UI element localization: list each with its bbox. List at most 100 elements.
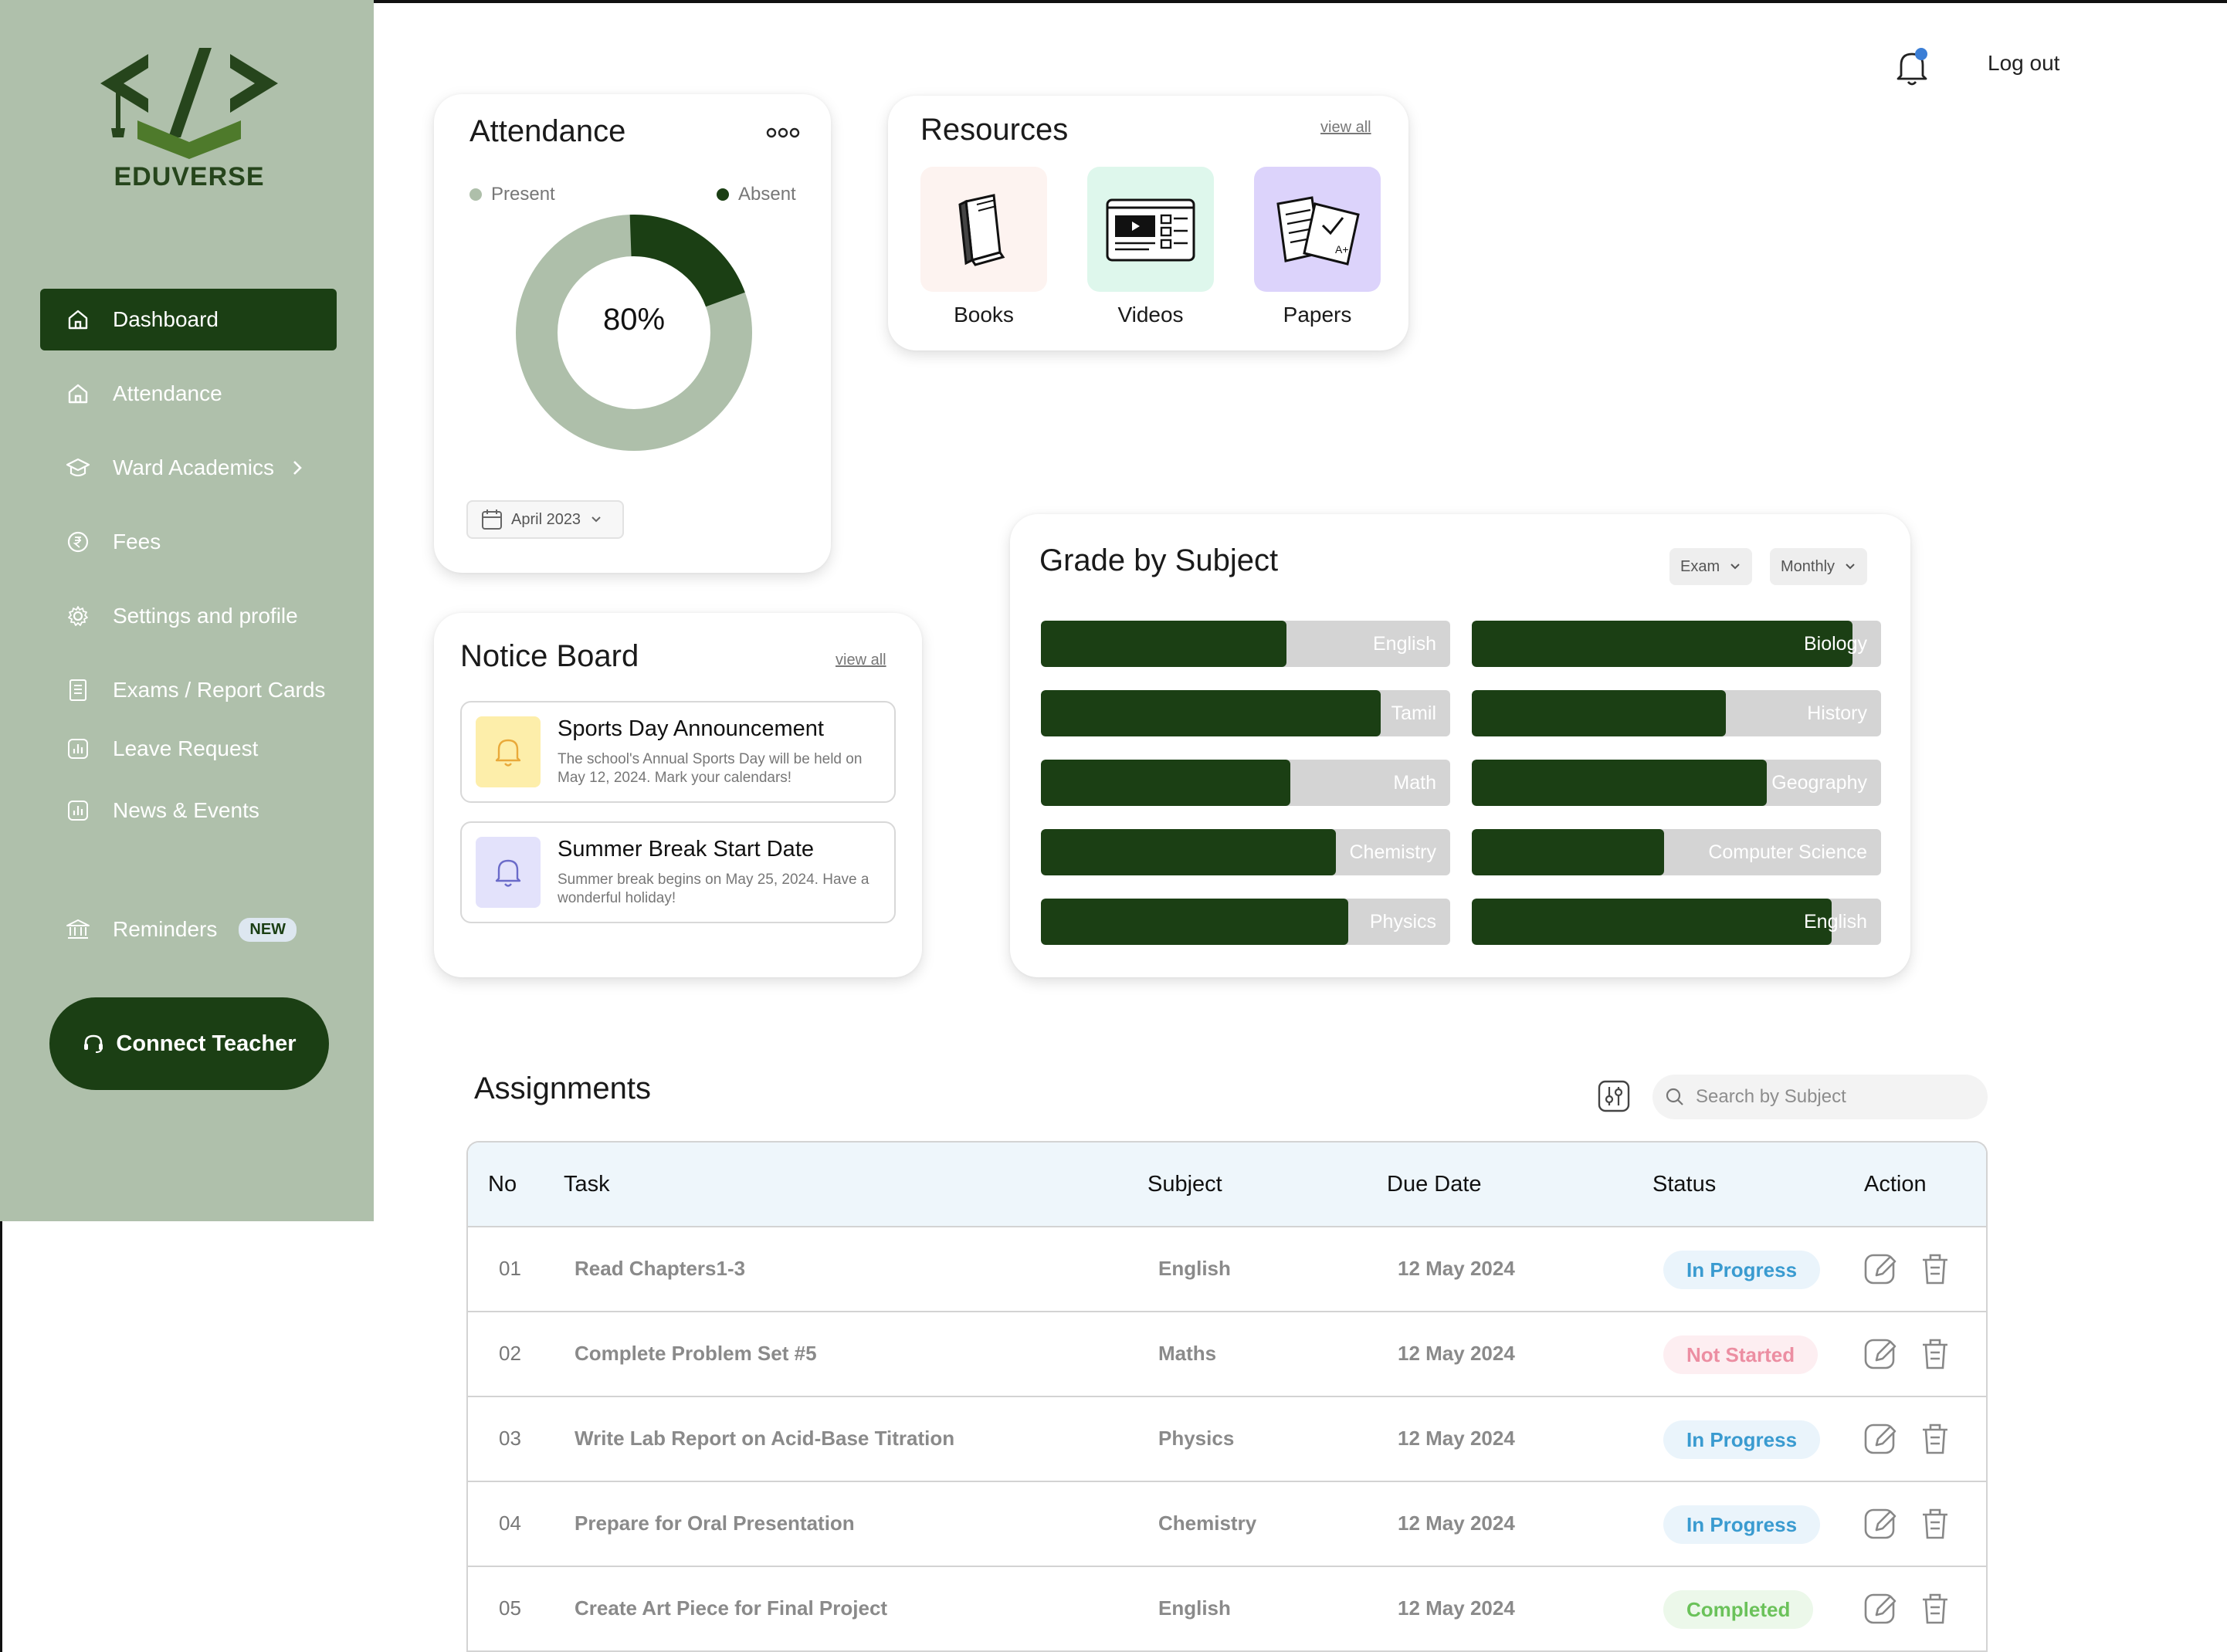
sidebar-item-ward-academics[interactable]: Ward Academics	[40, 437, 337, 499]
report-icon	[63, 675, 93, 705]
sidebar-item-exams[interactable]: Exams / Report Cards	[40, 659, 337, 721]
filter-button[interactable]	[1597, 1079, 1631, 1113]
sidebar-item-fees[interactable]: Fees	[40, 511, 337, 573]
notice-text: The school's Annual Sports Day will be h…	[558, 751, 863, 786]
notice-view-all-link[interactable]: view all	[836, 652, 886, 669]
grade-bar-subject: Chemistry	[1349, 841, 1436, 863]
grade-bar-subject: Physics	[1369, 911, 1436, 933]
notice-item[interactable]: Summer Break Start Date Summer break beg…	[460, 821, 896, 923]
more-options-icon[interactable]	[766, 125, 800, 144]
grade-bar-subject: Math	[1393, 772, 1436, 794]
edit-icon[interactable]	[1863, 1335, 1900, 1373]
sidebar-item-dashboard[interactable]: Dashboard	[40, 289, 337, 350]
notice-item[interactable]: Sports Day Announcement The school's Ann…	[460, 701, 896, 803]
sidebar-item-settings[interactable]: Settings and profile	[40, 585, 337, 647]
books-label: Books	[954, 303, 1014, 327]
connect-teacher-label: Connect Teacher	[116, 1031, 297, 1056]
grade-bar-subject: History	[1807, 702, 1867, 724]
column-header-action: Action	[1864, 1172, 1927, 1197]
edit-icon[interactable]	[1863, 1420, 1900, 1457]
grade-bar: Physics	[1041, 899, 1450, 945]
eduverse-logo[interactable]: EDUVERSE	[100, 46, 278, 201]
sidebar-item-label: Settings and profile	[113, 604, 298, 628]
brand-name: EDUVERSE	[114, 162, 265, 191]
delete-icon[interactable]	[1917, 1505, 1954, 1542]
attendance-card: Attendance Present Absent 80% April 2023	[434, 94, 831, 573]
delete-icon[interactable]	[1917, 1335, 1954, 1373]
chart-doc-icon	[63, 796, 93, 825]
sidebar-item-leave-request[interactable]: Leave Request	[40, 718, 337, 780]
row-task: Write Lab Report on Acid-Base Titration	[575, 1427, 955, 1450]
status-badge: In Progress	[1663, 1505, 1821, 1544]
column-header-status: Status	[1652, 1172, 1717, 1197]
notice-title: Sports Day Announcement	[558, 716, 824, 741]
sidebar-item-news-events[interactable]: News & Events	[40, 780, 337, 841]
delete-icon[interactable]	[1917, 1251, 1954, 1288]
grade-bar-subject: Biology	[1804, 633, 1867, 655]
resources-title: Resources	[920, 113, 1069, 147]
videos-tile[interactable]	[1087, 167, 1214, 292]
row-subject: Maths	[1158, 1342, 1217, 1365]
row-task: Complete Problem Set #5	[575, 1342, 817, 1365]
bank-icon	[63, 915, 93, 944]
status-badge: In Progress	[1663, 1420, 1821, 1459]
window-top-border	[0, 0, 2227, 3]
edit-icon[interactable]	[1863, 1505, 1900, 1542]
grade-bar-subject: Computer Science	[1708, 841, 1867, 863]
sidebar-item-label: News & Events	[113, 798, 259, 822]
edit-icon[interactable]	[1863, 1590, 1900, 1627]
grade-bar-fill	[1041, 760, 1291, 806]
search-input[interactable]	[1696, 1086, 1974, 1108]
papers-label: Papers	[1283, 303, 1352, 327]
row-subject: English	[1158, 1257, 1231, 1280]
notice-board-title: Notice Board	[460, 639, 639, 673]
month-selector[interactable]: April 2023	[466, 500, 625, 539]
period-filter-label: Monthly	[1781, 557, 1835, 575]
resources-card: Resources view all Books Videos A	[888, 96, 1408, 350]
notification-bell-button[interactable]	[1893, 45, 1932, 90]
calendar-icon	[482, 509, 502, 530]
delete-icon[interactable]	[1917, 1420, 1954, 1457]
row-number: 04	[499, 1512, 521, 1535]
edit-icon[interactable]	[1863, 1251, 1900, 1288]
status-badge: Not Started	[1663, 1335, 1819, 1374]
row-due-date: 12 May 2024	[1398, 1512, 1515, 1535]
chevron-down-icon	[1846, 564, 1855, 570]
headset-icon	[84, 1034, 103, 1053]
bell-icon	[476, 837, 541, 908]
papers-grade-mark: A+	[1335, 243, 1349, 256]
row-task: Create Art Piece for Final Project	[575, 1596, 888, 1620]
sidebar-item-attendance[interactable]: Attendance	[40, 363, 337, 425]
notice-title: Summer Break Start Date	[558, 837, 814, 862]
connect-teacher-button[interactable]: Connect Teacher	[49, 997, 329, 1090]
chart-doc-icon	[63, 734, 93, 763]
books-tile[interactable]	[920, 167, 1047, 292]
grade-bar-subject: Tamil	[1391, 702, 1436, 724]
sidebar-item-label: Ward Academics	[113, 455, 275, 479]
column-header-subject: Subject	[1147, 1172, 1222, 1197]
sidebar-item-reminders[interactable]: Reminders NEW	[40, 899, 337, 960]
exam-filter-select[interactable]: Exam	[1669, 548, 1753, 585]
legend-dot	[717, 188, 729, 201]
home-icon	[63, 305, 93, 334]
column-header-no: No	[488, 1172, 517, 1197]
grade-bar-subject: Geography	[1771, 772, 1867, 794]
grade-bar-subject: English	[1804, 911, 1867, 933]
column-header-task: Task	[564, 1172, 610, 1197]
table-row: 04 Prepare for Oral Presentation Chemist…	[468, 1482, 1986, 1567]
papers-tile[interactable]: A+	[1254, 167, 1381, 292]
rupee-icon	[63, 527, 93, 557]
grade-bar: Math	[1041, 760, 1450, 806]
delete-icon[interactable]	[1917, 1590, 1954, 1627]
search-box	[1652, 1075, 1988, 1119]
grade-bar: Chemistry	[1041, 829, 1450, 875]
sidebar: EDUVERSE Dashboard Attendance Ward Acade…	[0, 0, 374, 1221]
grade-bar-fill	[1472, 621, 1852, 667]
resources-view-all-link[interactable]: view all	[1320, 119, 1371, 136]
period-filter-select[interactable]: Monthly	[1770, 548, 1868, 585]
grade-bar-fill	[1041, 621, 1286, 667]
bell-icon	[1897, 48, 1927, 86]
row-subject: English	[1158, 1596, 1231, 1620]
logout-link[interactable]: Log out	[1988, 51, 2060, 75]
grade-by-subject-card: Grade by Subject Exam Monthly English Ta…	[1010, 514, 1910, 977]
